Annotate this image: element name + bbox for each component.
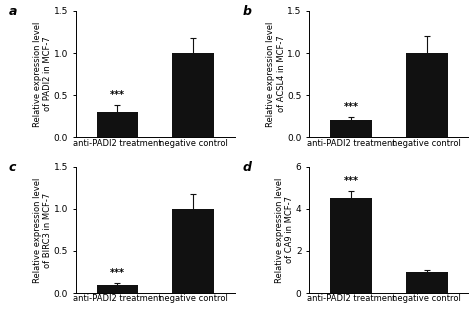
Bar bbox=[406, 272, 447, 293]
Bar bbox=[97, 112, 138, 137]
Bar bbox=[97, 285, 138, 293]
Text: b: b bbox=[242, 5, 251, 18]
Text: d: d bbox=[242, 161, 251, 174]
Text: c: c bbox=[9, 161, 16, 174]
Bar bbox=[330, 198, 372, 293]
Y-axis label: Relative expression level
of PADI2 in MCF-7: Relative expression level of PADI2 in MC… bbox=[33, 21, 52, 127]
Y-axis label: Relative expression level
of BIRC3 in MCF-7: Relative expression level of BIRC3 in MC… bbox=[33, 177, 52, 283]
Bar bbox=[330, 120, 372, 137]
Y-axis label: Relative expression level
of CA9 in MCF-7: Relative expression level of CA9 in MCF-… bbox=[275, 177, 294, 283]
Bar bbox=[173, 209, 214, 293]
Bar bbox=[173, 53, 214, 137]
Y-axis label: Relative expression level
of ACSL4 in MCF-7: Relative expression level of ACSL4 in MC… bbox=[266, 21, 286, 127]
Text: ***: *** bbox=[110, 90, 125, 100]
Text: ***: *** bbox=[110, 268, 125, 278]
Text: ***: *** bbox=[344, 102, 358, 112]
Text: ***: *** bbox=[344, 176, 358, 186]
Text: a: a bbox=[9, 5, 17, 18]
Bar bbox=[406, 53, 447, 137]
